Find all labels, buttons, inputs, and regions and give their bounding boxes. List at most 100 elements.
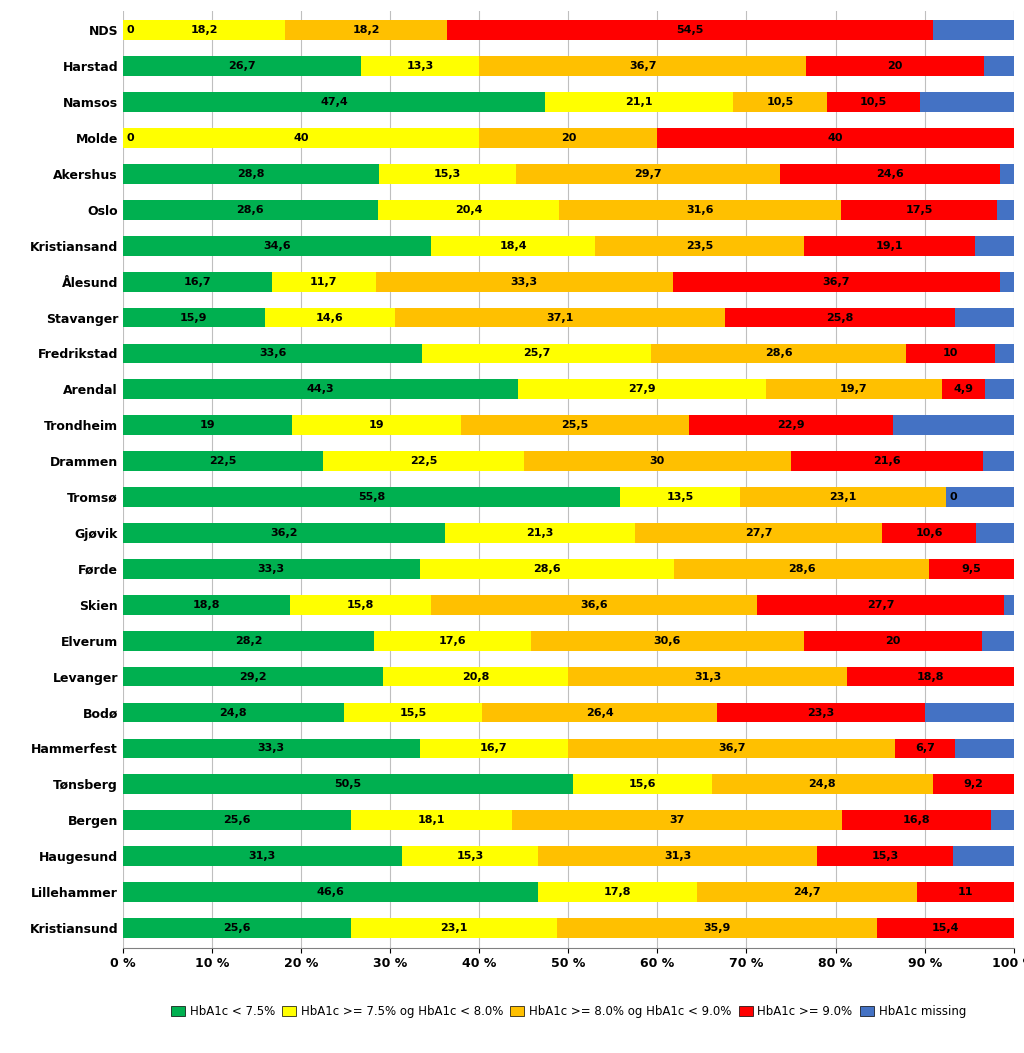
Bar	[324, 452, 523, 471]
Bar	[568, 667, 847, 687]
Bar	[791, 452, 983, 471]
Bar	[383, 667, 568, 687]
Text: 19: 19	[369, 420, 385, 431]
Bar	[123, 272, 271, 292]
Text: 19,7: 19,7	[840, 384, 867, 394]
Text: 24,7: 24,7	[793, 887, 820, 897]
Bar	[420, 559, 675, 579]
Bar	[123, 93, 545, 112]
Bar	[344, 702, 482, 722]
Bar	[285, 20, 447, 40]
Bar	[394, 307, 725, 327]
Text: 47,4: 47,4	[321, 97, 348, 107]
Bar	[401, 847, 538, 866]
Bar	[123, 488, 620, 506]
Bar	[123, 523, 445, 543]
Text: 15,3: 15,3	[871, 851, 899, 861]
Text: 19,1: 19,1	[876, 241, 903, 251]
Bar	[568, 738, 895, 758]
Text: 9,2: 9,2	[964, 779, 984, 790]
Bar	[376, 272, 673, 292]
Text: 28,6: 28,6	[534, 564, 561, 574]
Bar	[826, 93, 921, 112]
Text: 17,6: 17,6	[438, 636, 466, 645]
Bar	[696, 882, 916, 902]
Text: 24,8: 24,8	[808, 779, 836, 790]
Bar	[351, 918, 557, 938]
Bar	[946, 488, 1014, 506]
Bar	[123, 379, 517, 399]
Text: 28,6: 28,6	[765, 349, 793, 358]
Bar	[1004, 595, 1014, 615]
Bar	[985, 379, 1014, 399]
Text: 16,8: 16,8	[903, 815, 931, 826]
Bar	[516, 164, 780, 184]
Text: 4,9: 4,9	[953, 384, 974, 394]
Text: 46,6: 46,6	[316, 887, 344, 897]
Text: 22,5: 22,5	[410, 456, 437, 466]
Text: 10: 10	[943, 349, 958, 358]
Bar	[431, 236, 595, 256]
Text: 36,2: 36,2	[270, 528, 298, 538]
Text: 13,5: 13,5	[667, 492, 693, 502]
Text: 25,8: 25,8	[826, 313, 854, 322]
Text: 36,7: 36,7	[629, 61, 656, 72]
Bar	[975, 236, 1014, 256]
Bar	[291, 595, 431, 615]
Text: 23,5: 23,5	[686, 241, 714, 251]
Text: 21,3: 21,3	[526, 528, 554, 538]
Bar	[942, 379, 985, 399]
Bar	[123, 595, 291, 615]
Text: 18,8: 18,8	[918, 672, 945, 681]
Text: 15,5: 15,5	[399, 708, 426, 717]
Bar	[557, 918, 877, 938]
Bar	[351, 811, 512, 830]
Bar	[688, 415, 893, 435]
Text: 18,4: 18,4	[500, 241, 527, 251]
Legend: HbA1c < 7.5%, HbA1c >= 7.5% og HbA1c < 8.0%, HbA1c >= 8.0% og HbA1c < 9.0%, HbA1: HbA1c < 7.5%, HbA1c >= 7.5% og HbA1c < 8…	[171, 1006, 966, 1018]
Text: 31,3: 31,3	[694, 672, 721, 681]
Bar	[717, 702, 925, 722]
Text: 31,3: 31,3	[664, 851, 691, 861]
Bar	[479, 128, 657, 147]
Bar	[559, 200, 841, 220]
Text: 29,7: 29,7	[634, 168, 662, 179]
Text: 36,6: 36,6	[581, 600, 608, 610]
Bar	[983, 452, 1014, 471]
Bar	[380, 164, 516, 184]
Text: 24,8: 24,8	[219, 708, 247, 717]
Text: 21,6: 21,6	[873, 456, 901, 466]
Text: 33,3: 33,3	[511, 277, 538, 286]
Bar	[545, 93, 733, 112]
Text: 15,3: 15,3	[457, 851, 483, 861]
Bar	[996, 200, 1015, 220]
Bar	[123, 918, 351, 938]
Bar	[538, 847, 817, 866]
Text: 28,8: 28,8	[238, 168, 265, 179]
Text: 33,6: 33,6	[259, 349, 287, 358]
Bar	[817, 847, 953, 866]
Text: 0: 0	[949, 492, 957, 502]
Bar	[806, 56, 984, 76]
Text: 27,9: 27,9	[628, 384, 655, 394]
Text: 35,9: 35,9	[702, 922, 730, 933]
Bar	[882, 523, 976, 543]
Text: 10,6: 10,6	[915, 528, 943, 538]
Text: 25,6: 25,6	[223, 922, 251, 933]
Bar	[805, 236, 975, 256]
Text: 9,5: 9,5	[962, 564, 981, 574]
Bar	[445, 523, 635, 543]
Bar	[982, 631, 1014, 651]
Text: 22,5: 22,5	[210, 456, 237, 466]
Bar	[123, 702, 344, 722]
Text: 37,1: 37,1	[546, 313, 573, 322]
Bar	[123, 559, 420, 579]
Bar	[123, 307, 264, 327]
Bar	[123, 236, 431, 256]
Bar	[462, 415, 688, 435]
Bar	[123, 774, 572, 794]
Text: 20,4: 20,4	[455, 205, 482, 215]
Text: 15,8: 15,8	[347, 600, 375, 610]
Text: 16,7: 16,7	[480, 743, 508, 753]
Text: 28,6: 28,6	[787, 564, 815, 574]
